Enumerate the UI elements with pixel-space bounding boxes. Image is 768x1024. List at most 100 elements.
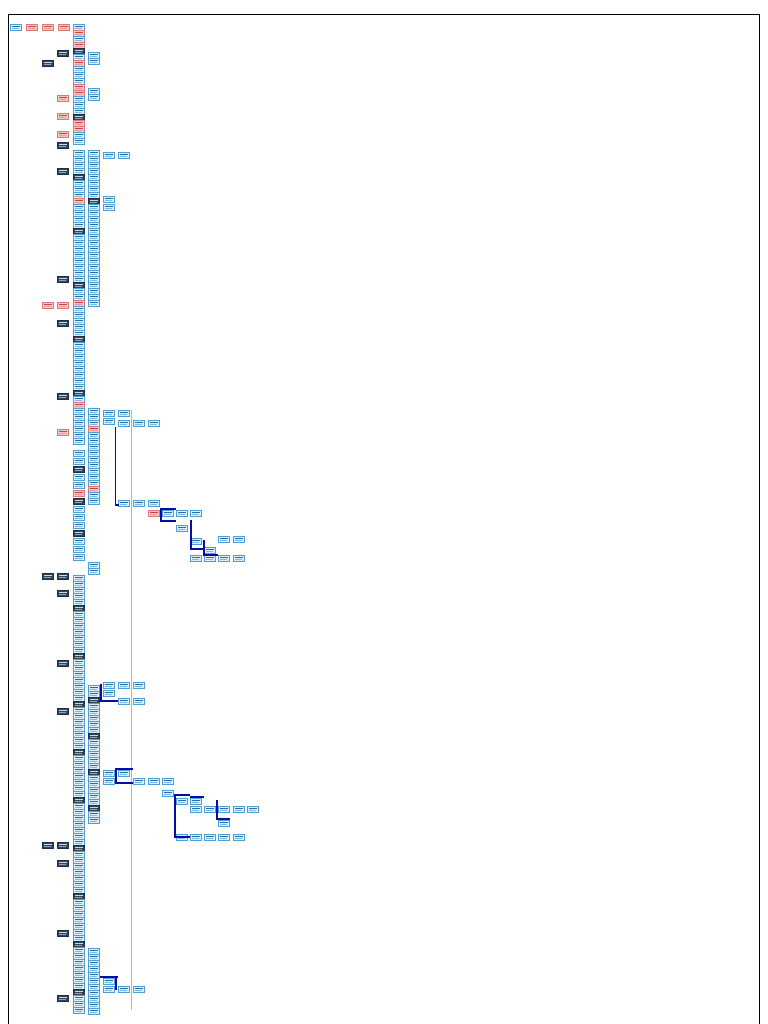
tree-node[interactable] <box>73 530 85 537</box>
tree-node[interactable] <box>42 60 54 67</box>
tree-node[interactable] <box>133 986 145 993</box>
tree-node[interactable] <box>57 429 69 436</box>
tree-node[interactable] <box>176 525 188 532</box>
tree-node[interactable] <box>204 547 216 554</box>
tree-node[interactable] <box>162 510 174 517</box>
tree-node[interactable] <box>57 930 69 937</box>
tree-node[interactable] <box>190 510 202 517</box>
tree-node[interactable] <box>103 778 115 785</box>
tree-node[interactable] <box>103 410 115 417</box>
tree-node[interactable] <box>148 510 160 517</box>
tree-node[interactable] <box>233 536 245 543</box>
tree-node[interactable] <box>118 698 130 705</box>
tree-node[interactable] <box>57 590 69 597</box>
tree-node[interactable] <box>247 806 259 813</box>
tree-node[interactable] <box>233 555 245 562</box>
tree-node[interactable] <box>88 817 100 824</box>
tree-node[interactable] <box>118 420 130 427</box>
tree-node[interactable] <box>118 410 130 417</box>
tree-node[interactable] <box>204 834 216 841</box>
tree-node[interactable] <box>88 568 100 575</box>
tree-node[interactable] <box>218 555 230 562</box>
tree-node[interactable] <box>88 58 100 65</box>
tree-node[interactable] <box>88 1008 100 1015</box>
tree-node[interactable] <box>118 770 130 777</box>
tree-node[interactable] <box>88 300 100 307</box>
tree-node[interactable] <box>88 94 100 101</box>
tree-node[interactable] <box>103 690 115 697</box>
tree-node[interactable] <box>204 806 216 813</box>
tree-node[interactable] <box>73 506 85 513</box>
tree-node[interactable] <box>73 138 85 145</box>
tree-node[interactable] <box>73 450 85 457</box>
tree-node[interactable] <box>42 24 54 31</box>
tree-node[interactable] <box>103 204 115 211</box>
tree-node[interactable] <box>148 420 160 427</box>
tree-node[interactable] <box>204 555 216 562</box>
tree-node[interactable] <box>133 698 145 705</box>
tree-node[interactable] <box>118 152 130 159</box>
tree-node[interactable] <box>42 842 54 849</box>
tree-node[interactable] <box>118 500 130 507</box>
tree-node[interactable] <box>73 538 85 545</box>
tree-node[interactable] <box>57 50 69 57</box>
tree-node[interactable] <box>190 555 202 562</box>
tree-node[interactable] <box>103 978 115 985</box>
tree-node[interactable] <box>162 778 174 785</box>
tree-node[interactable] <box>190 798 202 805</box>
tree-node[interactable] <box>133 420 145 427</box>
tree-node[interactable] <box>103 682 115 689</box>
tree-node[interactable] <box>233 834 245 841</box>
tree-node[interactable] <box>176 798 188 805</box>
tree-node[interactable] <box>73 514 85 521</box>
tree-node[interactable] <box>190 806 202 813</box>
tree-node[interactable] <box>57 660 69 667</box>
tree-node[interactable] <box>42 573 54 580</box>
tree-node[interactable] <box>57 142 69 149</box>
tree-node[interactable] <box>57 276 69 283</box>
tree-node[interactable] <box>73 482 85 489</box>
tree-node[interactable] <box>133 682 145 689</box>
tree-node[interactable] <box>73 1007 85 1014</box>
tree-node[interactable] <box>190 834 202 841</box>
tree-node[interactable] <box>73 458 85 465</box>
tree-node[interactable] <box>73 474 85 481</box>
tree-node[interactable] <box>57 995 69 1002</box>
tree-node[interactable] <box>57 708 69 715</box>
tree-node[interactable] <box>148 500 160 507</box>
tree-node[interactable] <box>118 986 130 993</box>
tree-node[interactable] <box>103 152 115 159</box>
tree-node[interactable] <box>57 95 69 102</box>
tree-node[interactable] <box>57 131 69 138</box>
tree-node[interactable] <box>73 466 85 473</box>
tree-node[interactable] <box>162 790 174 797</box>
tree-node[interactable] <box>73 498 85 505</box>
tree-node[interactable] <box>73 490 85 497</box>
tree-node[interactable] <box>57 860 69 867</box>
tree-node[interactable] <box>218 834 230 841</box>
tree-node[interactable] <box>73 546 85 553</box>
tree-node[interactable] <box>103 196 115 203</box>
tree-node[interactable] <box>57 320 69 327</box>
tree-node[interactable] <box>88 498 100 505</box>
tree-node[interactable] <box>218 820 230 827</box>
tree-node[interactable] <box>176 510 188 517</box>
tree-node[interactable] <box>58 24 70 31</box>
tree-node[interactable] <box>57 302 69 309</box>
tree-node[interactable] <box>73 554 85 561</box>
tree-node[interactable] <box>57 113 69 120</box>
tree-node[interactable] <box>73 438 85 445</box>
tree-node[interactable] <box>103 418 115 425</box>
tree-node[interactable] <box>118 682 130 689</box>
tree-node[interactable] <box>42 302 54 309</box>
tree-node[interactable] <box>218 536 230 543</box>
tree-node[interactable] <box>57 393 69 400</box>
tree-node[interactable] <box>57 573 69 580</box>
tree-node[interactable] <box>10 24 22 31</box>
tree-node[interactable] <box>26 24 38 31</box>
tree-node[interactable] <box>73 522 85 529</box>
tree-node[interactable] <box>148 778 160 785</box>
tree-node[interactable] <box>133 778 145 785</box>
tree-node[interactable] <box>103 986 115 993</box>
tree-node[interactable] <box>57 168 69 175</box>
